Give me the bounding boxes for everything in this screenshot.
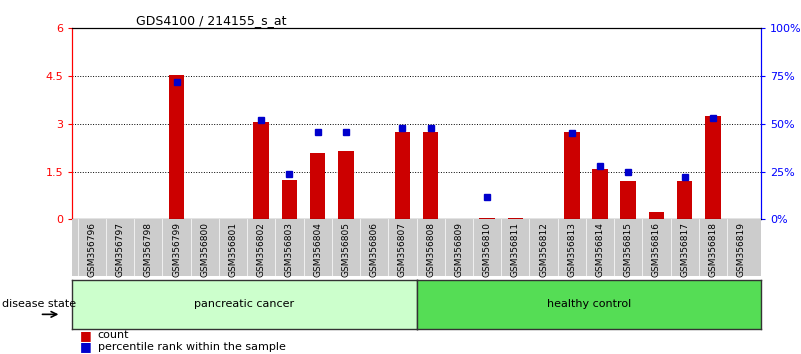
Text: GSM356812: GSM356812 [539, 222, 548, 277]
Bar [479, 218, 495, 219]
Bar [423, 132, 438, 219]
Bar [338, 151, 354, 219]
Bar [705, 116, 721, 219]
Text: pancreatic cancer: pancreatic cancer [195, 299, 295, 309]
Text: GSM356806: GSM356806 [370, 222, 379, 277]
Bar [621, 181, 636, 219]
Bar [564, 132, 580, 219]
Text: GSM356803: GSM356803 [285, 222, 294, 277]
Bar [649, 211, 664, 219]
Bar [169, 75, 184, 219]
Text: GSM356817: GSM356817 [680, 222, 689, 277]
Text: GSM356796: GSM356796 [87, 222, 96, 277]
Text: GSM356799: GSM356799 [172, 222, 181, 277]
Bar [395, 132, 410, 219]
Text: GSM356814: GSM356814 [595, 222, 605, 277]
Bar [310, 153, 325, 219]
Bar [253, 122, 269, 219]
Text: GSM356813: GSM356813 [567, 222, 576, 277]
Text: GSM356805: GSM356805 [341, 222, 351, 277]
Bar [592, 169, 608, 219]
Text: GSM356815: GSM356815 [624, 222, 633, 277]
Text: GSM356798: GSM356798 [144, 222, 153, 277]
Text: GDS4100 / 214155_s_at: GDS4100 / 214155_s_at [136, 14, 287, 27]
Text: percentile rank within the sample: percentile rank within the sample [98, 342, 286, 352]
Text: count: count [98, 330, 129, 340]
Text: GSM356801: GSM356801 [228, 222, 238, 277]
Text: ■: ■ [80, 341, 92, 353]
Text: GSM356802: GSM356802 [257, 222, 266, 277]
Text: GSM356809: GSM356809 [454, 222, 463, 277]
Text: GSM356797: GSM356797 [115, 222, 125, 277]
Text: ■: ■ [80, 329, 92, 342]
Text: GSM356810: GSM356810 [482, 222, 492, 277]
Text: GSM356807: GSM356807 [398, 222, 407, 277]
Text: disease state: disease state [2, 299, 76, 309]
Text: GSM356811: GSM356811 [511, 222, 520, 277]
Bar [508, 218, 523, 219]
Text: healthy control: healthy control [546, 299, 631, 309]
Text: GSM356804: GSM356804 [313, 222, 322, 277]
Text: GSM356816: GSM356816 [652, 222, 661, 277]
Bar [282, 179, 297, 219]
Text: GSM356800: GSM356800 [200, 222, 209, 277]
Text: GSM356818: GSM356818 [708, 222, 718, 277]
Text: GSM356819: GSM356819 [737, 222, 746, 277]
Bar [677, 181, 693, 219]
Text: GSM356808: GSM356808 [426, 222, 435, 277]
